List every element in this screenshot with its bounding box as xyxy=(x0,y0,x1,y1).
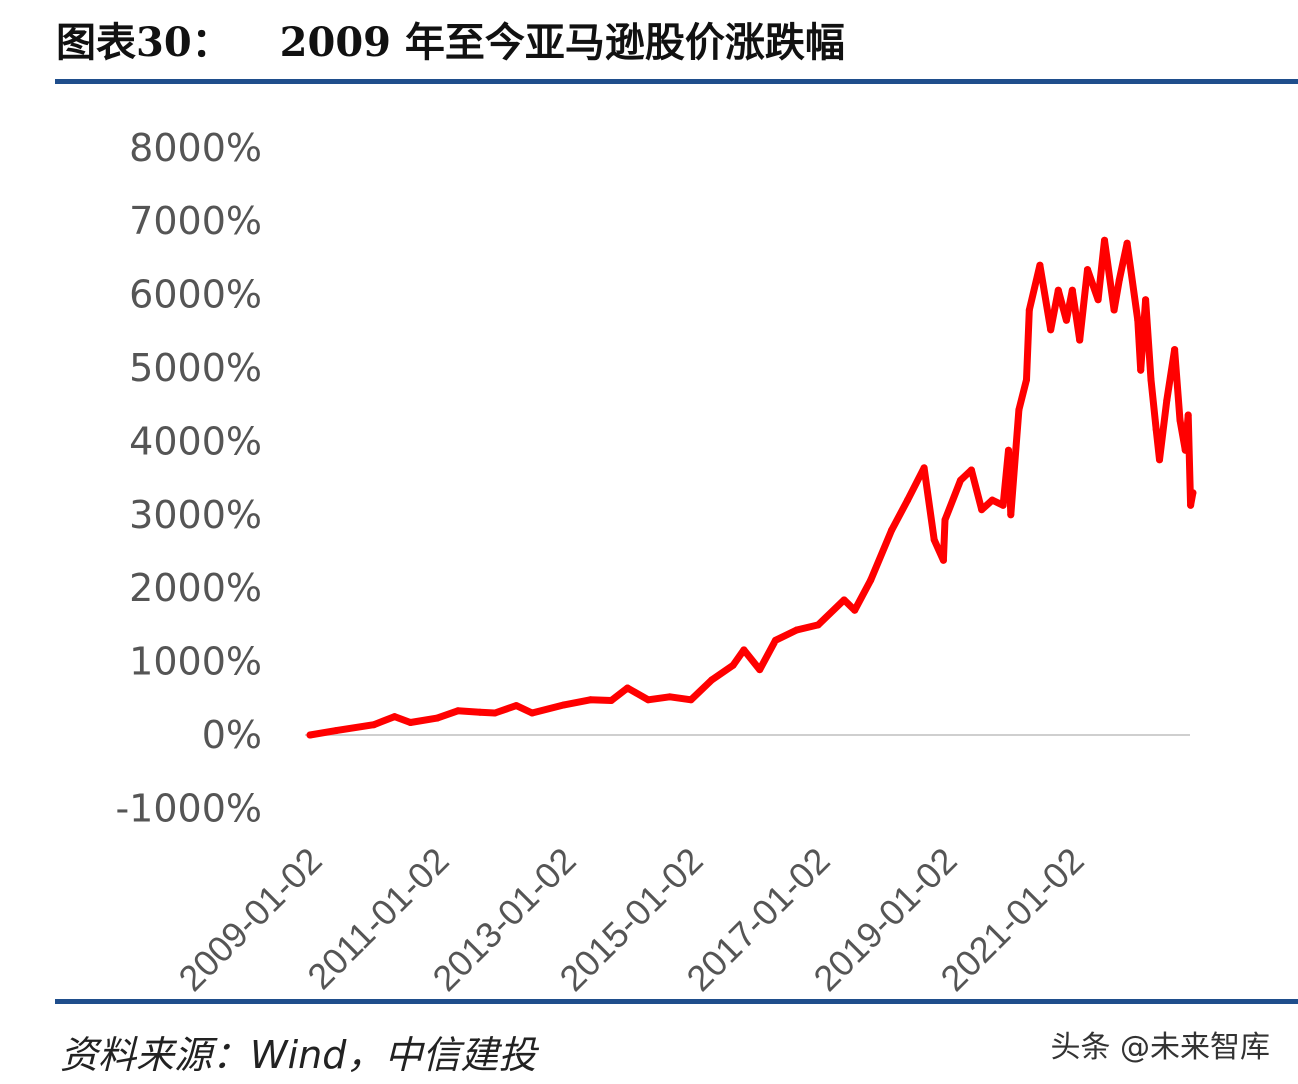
data-point xyxy=(1062,316,1070,324)
data-point xyxy=(1171,346,1179,354)
data-point xyxy=(729,661,737,669)
data-point xyxy=(956,476,964,484)
series-line xyxy=(306,236,1197,739)
chart-title: 图表30： 2009 年至今亚马逊股价涨跌幅 xyxy=(56,10,845,68)
y-tick-label: 3000% xyxy=(129,493,262,537)
data-point xyxy=(332,727,340,735)
data-point xyxy=(1187,501,1195,509)
data-point xyxy=(560,701,568,709)
data-point xyxy=(1015,406,1023,414)
y-tick-label: 7000% xyxy=(129,199,262,243)
x-axis: 2009-01-022011-01-022013-01-022015-01-02… xyxy=(170,840,1091,999)
title-text: 2009 年至今亚马逊股价涨跌幅 xyxy=(279,19,845,66)
data-point xyxy=(1083,266,1091,274)
data-point xyxy=(433,714,441,722)
data-point xyxy=(967,466,975,474)
y-axis: -1000% 0% 1000% 2000% 3000% 4000% 5000% 6000% 70… xyxy=(115,126,262,831)
data-point xyxy=(1068,286,1076,294)
data-point xyxy=(607,697,615,705)
data-point xyxy=(454,707,462,715)
data-point xyxy=(1134,316,1142,324)
data-point xyxy=(1181,446,1189,454)
data-point xyxy=(406,719,414,727)
data-point xyxy=(978,506,986,514)
data-point xyxy=(1142,296,1150,304)
data-point xyxy=(1152,426,1160,434)
data-point xyxy=(624,684,631,692)
data-point xyxy=(1004,446,1012,454)
data-point xyxy=(1047,326,1055,334)
data-point xyxy=(1094,296,1102,304)
data-point xyxy=(999,501,1007,509)
data-point xyxy=(666,693,674,701)
data-point xyxy=(941,516,949,524)
y-tick-label: 4000% xyxy=(129,419,262,463)
y-tick-label: -1000% xyxy=(115,786,262,830)
data-point xyxy=(888,526,896,534)
data-point xyxy=(930,536,938,544)
watermark: 头条 @未来智库 xyxy=(1050,1030,1270,1065)
data-point xyxy=(512,702,520,710)
data-point xyxy=(1147,376,1155,384)
data-point xyxy=(814,621,822,629)
y-tick-label: 8000% xyxy=(129,126,262,170)
data-point xyxy=(528,709,536,717)
data-point xyxy=(793,626,801,634)
data-point xyxy=(1025,306,1033,314)
data-point xyxy=(939,556,947,564)
data-point xyxy=(756,666,764,674)
data-point xyxy=(391,713,399,721)
data-point xyxy=(1137,366,1145,374)
data-point xyxy=(708,676,716,684)
data-point xyxy=(644,696,652,704)
data-point xyxy=(1110,306,1118,314)
source-note: 资料来源：Wind，中信建投 xyxy=(60,1033,537,1077)
data-point xyxy=(687,696,695,704)
data-point xyxy=(1023,376,1031,384)
data-point xyxy=(851,606,859,614)
data-point xyxy=(1184,411,1192,419)
data-point xyxy=(840,596,848,604)
data-point xyxy=(988,496,996,504)
data-point xyxy=(491,709,499,717)
line-chart: -1000% 0% 1000% 2000% 3000% 4000% 5000% 6000% 70… xyxy=(115,126,1197,999)
y-tick-label: 0% xyxy=(202,713,262,757)
data-point xyxy=(1189,489,1197,497)
data-point xyxy=(740,646,748,654)
data-point xyxy=(1007,511,1015,519)
data-point xyxy=(1176,416,1184,424)
data-point xyxy=(1115,276,1123,284)
data-point xyxy=(920,464,928,472)
data-point xyxy=(1076,336,1084,344)
y-tick-label: 6000% xyxy=(129,273,262,317)
data-point xyxy=(1054,286,1062,294)
data-point xyxy=(904,496,912,504)
data-point xyxy=(1101,236,1109,244)
y-tick-label: 1000% xyxy=(129,640,262,684)
data-point xyxy=(867,576,875,584)
figure-label: 图表30： xyxy=(56,19,232,66)
data-point xyxy=(306,731,314,739)
data-points xyxy=(306,236,1197,739)
data-point xyxy=(771,636,779,644)
y-tick-label: 5000% xyxy=(129,346,262,390)
top-rule xyxy=(55,79,1298,84)
data-point xyxy=(1036,261,1044,269)
data-point xyxy=(1123,239,1131,247)
data-point xyxy=(476,708,484,716)
bottom-rule xyxy=(55,999,1298,1004)
data-point xyxy=(1156,456,1164,464)
data-point xyxy=(586,696,594,704)
y-tick-label: 2000% xyxy=(129,566,262,610)
data-point xyxy=(370,721,378,729)
data-point xyxy=(1163,396,1171,404)
